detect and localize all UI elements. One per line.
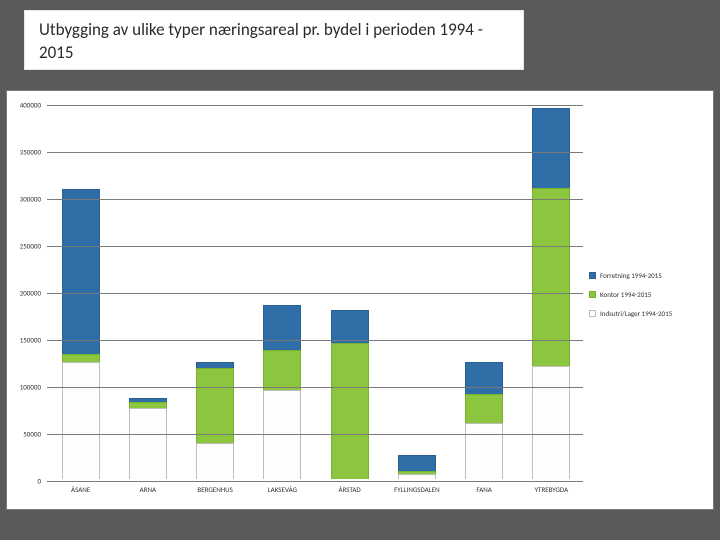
legend-swatch	[589, 272, 596, 279]
bar-column: FYLLINGSDALEN	[398, 455, 436, 479]
bar-column: ÅRSTAD	[331, 310, 369, 479]
legend-label: Forretning 1994-2015	[600, 271, 662, 280]
bar-segment-kontor	[465, 394, 503, 422]
x-axis-label: ÅSANE	[71, 485, 90, 494]
y-axis-label: 400000	[20, 101, 41, 110]
bar-segment-industri	[62, 362, 100, 480]
bar-segment-industri	[398, 474, 436, 479]
legend-swatch	[589, 291, 596, 298]
bar-column: LAKSEVÅG	[263, 305, 301, 479]
grid-line	[47, 481, 583, 482]
x-axis-label: ÅRSTAD	[339, 485, 361, 494]
bar-segment-industri	[465, 423, 503, 479]
grid-line	[47, 199, 583, 200]
grid-line	[47, 340, 583, 341]
bar-segment-kontor	[331, 343, 369, 479]
legend: Forretning 1994-2015 Kontor 1994-2015 Inds…	[589, 271, 707, 328]
y-axis-label: 150000	[20, 336, 41, 345]
x-axis-label: FYLLINGSDALEN	[394, 485, 440, 494]
chart-container: ÅSANE ARNA BERGENHUS LAKSEVÅG ÅRSTAD FYLLINGS…	[6, 90, 714, 510]
legend-label: Kontor 1994-2015	[600, 290, 651, 299]
bar-segment-forretning	[398, 455, 436, 472]
bar-segment-forretning	[263, 305, 301, 350]
grid-line	[47, 246, 583, 247]
y-axis-label: 0	[37, 477, 41, 486]
legend-item: Indsutri/Lager 1994-2015	[589, 309, 707, 318]
grid-line	[47, 434, 583, 435]
bar-column: BERGENHUS	[196, 362, 234, 479]
bars-layer: ÅSANE ARNA BERGENHUS LAKSEVÅG ÅRSTAD FYLLINGS…	[47, 105, 583, 479]
bar-segment-kontor	[263, 350, 301, 389]
bar-segment-forretning	[532, 108, 570, 188]
y-axis-label: 200000	[20, 289, 41, 298]
bar-segment-industri	[196, 443, 234, 479]
plot-area: ÅSANE ARNA BERGENHUS LAKSEVÅG ÅRSTAD FYLLINGS…	[47, 105, 583, 479]
bar-segment-forretning	[465, 362, 503, 395]
x-axis-label: BERGENHUS	[197, 485, 232, 494]
grid-line	[47, 293, 583, 294]
bar-segment-industri	[129, 408, 167, 479]
legend-item: Kontor 1994-2015	[589, 290, 707, 299]
bar-segment-kontor	[196, 368, 234, 443]
x-axis-label: YTREBYGDA	[535, 485, 569, 494]
legend-item: Forretning 1994-2015	[589, 271, 707, 280]
bar-column: ARNA	[129, 398, 167, 479]
x-axis-label: FANA	[476, 485, 491, 494]
bar-column: FANA	[465, 362, 503, 480]
page-title: Utbygging av ulike typer næringsareal pr…	[39, 19, 509, 65]
grid-line	[47, 387, 583, 388]
bar-column: ÅSANE	[62, 189, 100, 479]
x-axis-label: ARNA	[140, 485, 156, 494]
y-axis-label: 100000	[20, 383, 41, 392]
y-axis-label: 50000	[23, 430, 41, 439]
bar-segment-kontor	[62, 354, 100, 362]
legend-label: Indsutri/Lager 1994-2015	[600, 309, 672, 318]
grid-line	[47, 105, 583, 106]
y-axis-label: 250000	[20, 242, 41, 251]
y-axis-label: 300000	[20, 195, 41, 204]
bar-segment-industri	[532, 366, 570, 479]
x-axis-label: LAKSEVÅG	[268, 485, 297, 494]
title-card: Utbygging av ulike typer næringsareal pr…	[24, 10, 524, 70]
bar-segment-forretning	[331, 310, 369, 343]
bar-segment-forretning	[62, 189, 100, 354]
legend-swatch	[589, 310, 596, 317]
y-axis-label: 350000	[20, 148, 41, 157]
grid-line	[47, 152, 583, 153]
